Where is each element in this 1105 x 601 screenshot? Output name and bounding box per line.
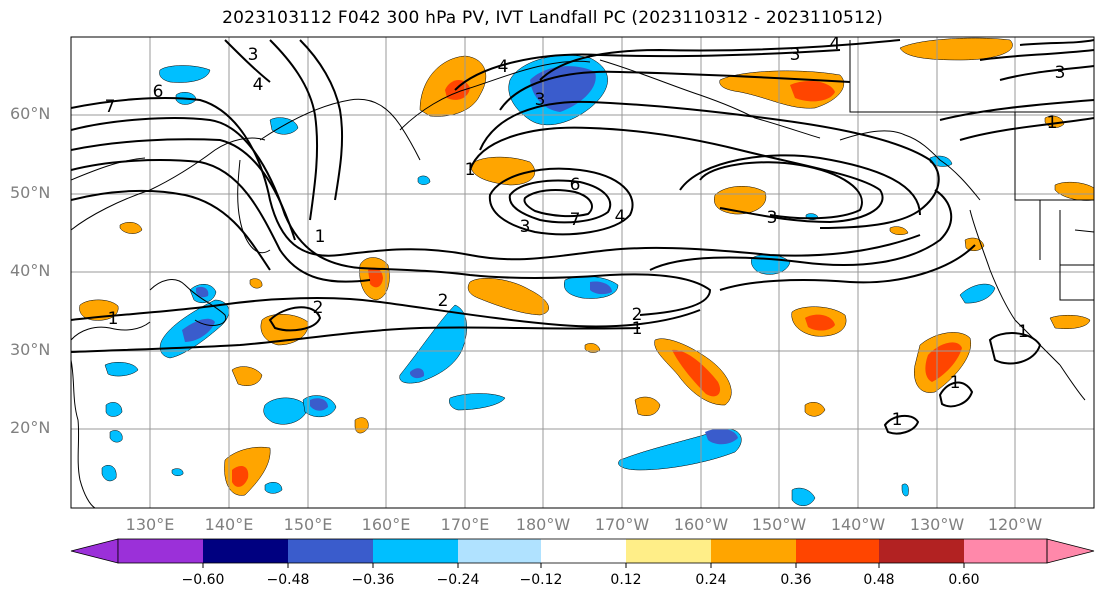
contour-label: 1 (950, 373, 961, 393)
contour-label: 3 (248, 45, 259, 65)
colorbar-max-extension (1046, 538, 1095, 564)
lon-label-150e: 150°E (283, 515, 333, 534)
colorbar-tick-label: −0.12 (519, 572, 563, 588)
colorbar-tick-label: 0.60 (948, 572, 980, 588)
colorbar-outline (117, 538, 1048, 564)
contour-label: 6 (570, 175, 581, 195)
lon-label-120w: 120°W (987, 515, 1043, 534)
colorbar-segment (796, 539, 879, 563)
contour-label: 7 (570, 210, 581, 230)
contour-label: 3 (790, 45, 801, 65)
contour-label: 1 (108, 309, 119, 329)
contour-label: 1 (1047, 113, 1058, 133)
colorbar-segment (118, 539, 203, 563)
coastlines (71, 40, 1094, 508)
map-title: 2023103112 F042 300 hPa PV, IVT Landfall… (222, 8, 883, 28)
colorbar-segment (288, 539, 373, 563)
contour-label: 4 (253, 75, 264, 95)
colorbar (70, 538, 1095, 568)
contour-label: 4 (830, 34, 841, 54)
lat-label-60n: 60°N (10, 104, 51, 123)
colorbar-tick-label: 0.48 (863, 572, 895, 588)
lat-label-30n: 30°N (10, 340, 51, 359)
colorbar-segment (458, 539, 541, 563)
colorbar-tick-label: −0.24 (436, 572, 480, 588)
lon-label-140w: 140°W (830, 515, 886, 534)
colorbar-segment (626, 539, 711, 563)
contour-labels: 3 4 6 7 4 3 3 4 1 6 7 4 3 3 3 2 2 1 2 1 … (105, 34, 1066, 430)
colorbar-segment (711, 539, 796, 563)
contour-label: 3 (767, 208, 778, 228)
contour-label: 3 (520, 217, 531, 237)
contour-label: 1 (1018, 322, 1029, 342)
colorbar-tick-label: −0.36 (351, 572, 395, 588)
map-area: 3 4 6 7 4 3 3 4 1 6 7 4 3 3 3 2 2 1 2 1 … (71, 34, 1094, 508)
contour-label: 2 (313, 298, 324, 318)
contour-label: 7 (105, 97, 116, 117)
contour-label: 4 (615, 207, 626, 227)
lon-label-160e: 160°E (361, 515, 411, 534)
colorbar-tick-label: 0.36 (780, 572, 812, 588)
colorbar-segment (541, 539, 626, 563)
lon-label-170w: 170°W (594, 515, 650, 534)
contour-label: 3 (535, 90, 546, 110)
colorbar-tick-label: 0.12 (610, 572, 642, 588)
colorbar-tick-label: 0.24 (695, 572, 727, 588)
contour-label: 2 (438, 291, 449, 311)
lat-label-20n: 20°N (10, 418, 51, 437)
contour-label: 1 (465, 160, 476, 180)
contour-label: 1 (892, 410, 903, 430)
contour-label: 3 (1055, 63, 1066, 83)
colorbar-ticks (202, 563, 965, 568)
colorbar-tick-label: −0.60 (181, 572, 225, 588)
colorbar-segment (203, 539, 288, 563)
lon-label-160w: 160°W (673, 515, 729, 534)
lon-label-150w: 150°W (751, 515, 807, 534)
map-frame (70, 36, 1095, 509)
lon-label-170e: 170°E (440, 515, 490, 534)
colorbar-tick-label: −0.48 (266, 572, 310, 588)
lon-label-130w: 130°W (909, 515, 965, 534)
contour-label: 6 (153, 82, 164, 102)
contour-label: 2 (632, 305, 643, 325)
colorbar-segment (373, 539, 458, 563)
height-contours (71, 39, 1094, 435)
lon-label-180w: 180°W (515, 515, 571, 534)
lon-label-130e: 130°E (125, 515, 175, 534)
contour-label: 1 (632, 319, 643, 339)
contour-label: 1 (315, 227, 326, 247)
lat-label-50n: 50°N (10, 183, 51, 202)
lon-label-140e: 140°E (204, 515, 254, 534)
lat-label-40n: 40°N (10, 261, 51, 280)
colorbar-segment (879, 539, 964, 563)
colorbar-min-extension (70, 538, 119, 564)
colorbar-segment (964, 539, 1047, 563)
contour-label: 4 (498, 57, 509, 77)
